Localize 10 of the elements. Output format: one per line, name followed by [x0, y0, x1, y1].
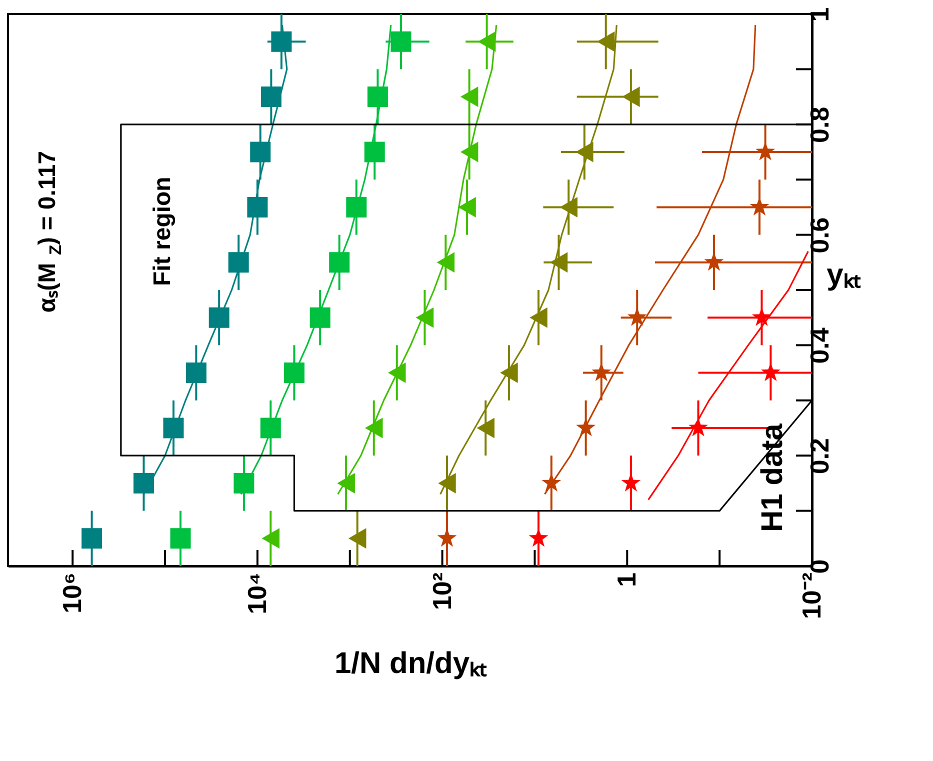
annotation: H1 data	[756, 423, 789, 532]
x-tick-label: 10⁴	[242, 572, 272, 614]
x-tick-label: 10⁶	[57, 572, 88, 614]
y-axis-title: yₖₜ	[826, 258, 862, 292]
x-axis-title: 1/N dn/dyₖₜ	[334, 647, 488, 680]
annotation: Fit region	[149, 176, 176, 286]
annotation: αₛ(MZ) = 0.117	[34, 150, 65, 313]
x-tick-label: 10⁻²	[796, 572, 826, 620]
x-tick-label: 10²	[426, 572, 457, 610]
x-tick-label: 1	[612, 572, 642, 587]
